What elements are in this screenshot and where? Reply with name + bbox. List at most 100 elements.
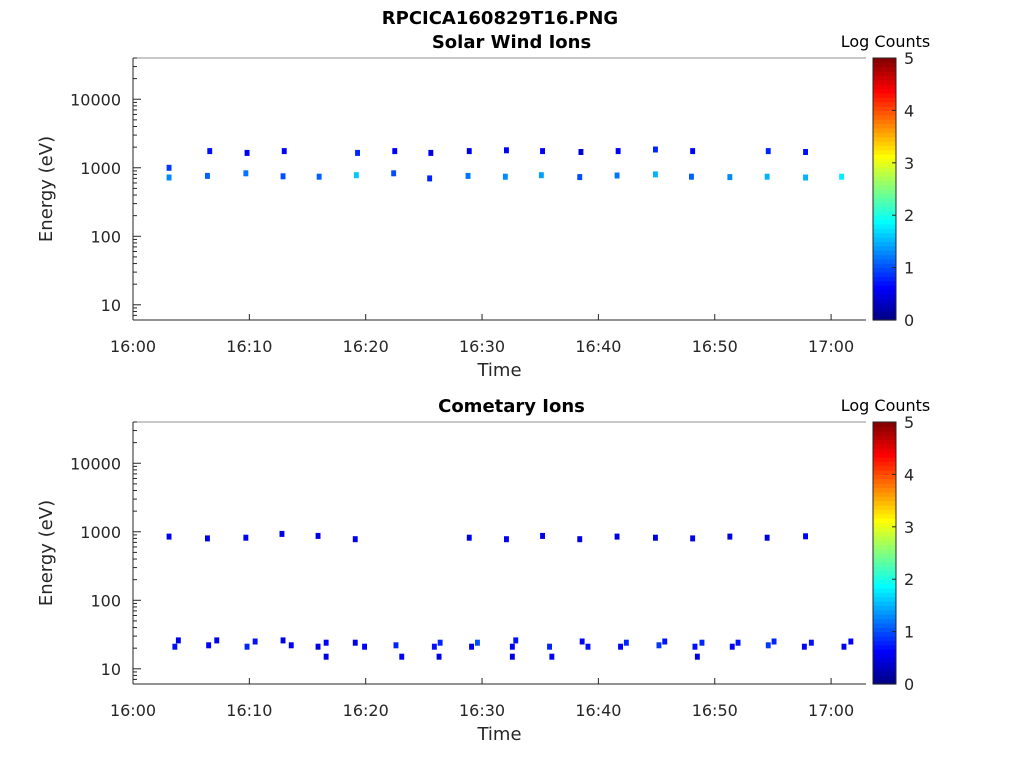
colorbar-segment (873, 570, 896, 576)
x-axis-label: Time (476, 360, 521, 381)
colorbar-segment (873, 579, 896, 585)
data-cell (504, 536, 509, 543)
y-tick-label: 10000 (70, 454, 121, 473)
colorbar-segment (873, 241, 896, 247)
x-tick-label: 16:40 (575, 337, 621, 356)
data-cell (355, 149, 360, 156)
data-cell (279, 530, 285, 537)
colorbar-segment (873, 75, 896, 81)
colorbar-segment (873, 127, 896, 133)
colorbar-segment (873, 180, 896, 186)
colorbar-label: Log Counts (841, 32, 931, 51)
colorbar-segment (873, 210, 896, 216)
data-cell (280, 173, 286, 180)
colorbar-segment (873, 422, 896, 427)
data-cell (175, 637, 181, 644)
data-cell (692, 643, 698, 650)
colorbar-segment (873, 553, 896, 558)
colorbar-segment (873, 119, 896, 125)
colorbar-segment (873, 430, 896, 436)
colorbar-segment (873, 448, 896, 454)
data-cell (323, 639, 329, 646)
data-cell (205, 535, 210, 542)
colorbar-tick-label: 5 (904, 49, 914, 68)
colorbar-tick-label: 4 (904, 465, 914, 484)
data-cell (540, 532, 545, 539)
colorbar-segment (873, 219, 896, 225)
colorbar-segment (873, 158, 896, 164)
data-cell (577, 536, 583, 543)
x-tick-label: 16:00 (110, 701, 156, 720)
data-cell (623, 639, 629, 646)
colorbar-segment (873, 189, 896, 194)
data-cell (618, 643, 623, 650)
data-cell (316, 173, 322, 180)
colorbar-segment (873, 228, 896, 234)
colorbar-segment (873, 605, 896, 611)
colorbar-segment (873, 557, 896, 563)
colorbar-segment (873, 513, 896, 519)
figure-title: RPCICA160829T16.PNG (382, 8, 618, 29)
data-cell (393, 642, 399, 649)
data-cell (502, 173, 508, 180)
colorbar-tick-label: 1 (904, 259, 914, 278)
x-tick-label: 16:10 (226, 337, 272, 356)
colorbar-segment (873, 614, 896, 620)
y-tick-label: 10 (101, 660, 121, 679)
x-tick-label: 16:30 (459, 337, 505, 356)
colorbar-label: Log Counts (841, 396, 931, 415)
data-cell (653, 146, 658, 153)
data-cell (315, 643, 321, 650)
data-cell (280, 637, 286, 644)
x-tick-label: 16:40 (575, 701, 621, 720)
colorbar-tick-label: 0 (904, 311, 914, 330)
data-cell (362, 643, 367, 650)
data-cell (315, 532, 321, 539)
x-tick-label: 16:20 (343, 701, 389, 720)
colorbar-segment (873, 306, 896, 312)
colorbar-segment (873, 149, 896, 155)
colorbar-segment (873, 250, 896, 256)
y-axis-label: Energy (eV) (36, 500, 57, 606)
colorbar-segment (873, 439, 896, 445)
colorbar-segment (873, 666, 896, 672)
colorbar-tick-label: 4 (904, 101, 914, 120)
data-cell (653, 171, 658, 178)
colorbar-segment (873, 215, 896, 221)
colorbar-segment (873, 662, 896, 668)
colorbar-segment (873, 522, 896, 528)
colorbar-segment (873, 609, 896, 615)
colorbar-segment (873, 483, 896, 489)
colorbar-segment (873, 561, 896, 567)
colorbar-segment (873, 71, 896, 77)
data-cell (428, 149, 434, 156)
colorbar-segment (873, 110, 896, 116)
colorbar-segment (873, 184, 896, 190)
colorbar-segment (873, 315, 896, 321)
y-tick-label: 1000 (80, 523, 121, 542)
data-cell (727, 533, 733, 540)
colorbar-frame (872, 57, 897, 321)
x-tick-label: 16:10 (226, 701, 272, 720)
data-cell (166, 533, 172, 540)
y-tick-label: 1000 (80, 159, 121, 178)
colorbar-segment (873, 302, 896, 308)
colorbar-tick-label: 1 (904, 623, 914, 642)
x-tick-label: 16:30 (459, 701, 505, 720)
data-cell (764, 534, 770, 541)
colorbar-segment (873, 171, 896, 177)
colorbar-segment (873, 58, 896, 63)
panel-title: Cometary Ions (438, 396, 585, 417)
colorbar-frame (872, 421, 897, 685)
data-cell (662, 638, 668, 645)
colorbar-segment (873, 649, 896, 655)
data-cell (690, 148, 696, 155)
colorbar-segment (873, 653, 896, 659)
colorbar-segment (873, 504, 896, 510)
colorbar-segment (873, 443, 896, 449)
data-cell (504, 147, 509, 154)
data-cell (437, 639, 443, 646)
plot-area (133, 58, 866, 320)
